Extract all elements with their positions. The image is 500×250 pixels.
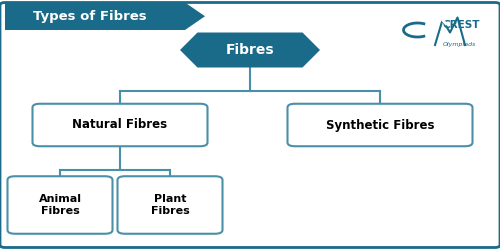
Text: Animal
Fibres: Animal Fibres [38,194,82,216]
FancyBboxPatch shape [32,104,208,146]
Text: Natural Fibres: Natural Fibres [72,118,168,132]
Text: Plant
Fibres: Plant Fibres [150,194,190,216]
FancyBboxPatch shape [8,176,113,234]
Text: Synthetic Fibres: Synthetic Fibres [326,118,434,132]
Text: CREST: CREST [442,20,480,30]
Text: Olympiads: Olympiads [442,42,476,48]
FancyBboxPatch shape [118,176,222,234]
Polygon shape [5,2,205,30]
Text: Fibres: Fibres [226,43,274,57]
Text: Types of Fibres: Types of Fibres [33,10,147,23]
FancyBboxPatch shape [288,104,472,146]
Polygon shape [180,32,320,68]
